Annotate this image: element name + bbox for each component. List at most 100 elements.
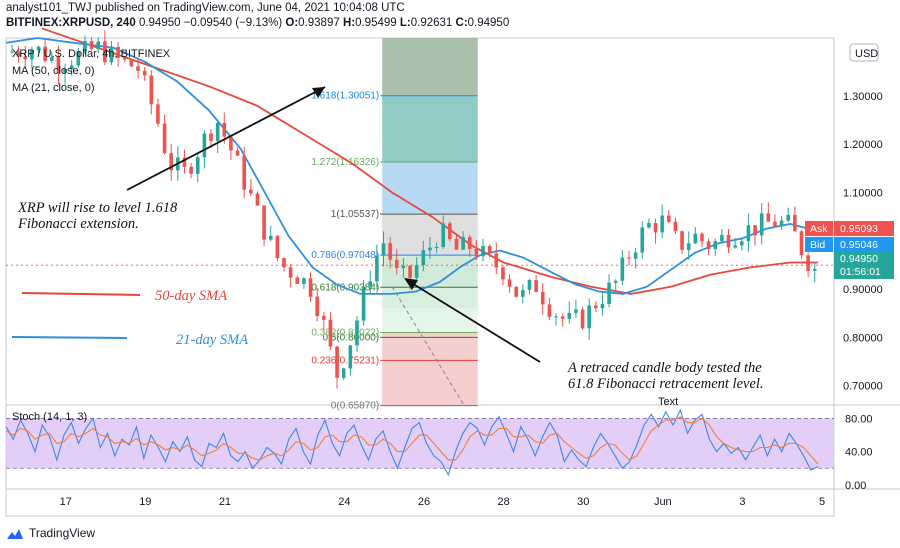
high-label: H:: [342, 17, 356, 29]
price-tick-label: 1.20000: [843, 139, 883, 151]
candle-body: [381, 243, 386, 256]
price-tick-label: 1.10000: [843, 188, 883, 200]
candle-body: [587, 305, 591, 329]
candle-body: [169, 153, 174, 171]
candle-body: [421, 250, 426, 266]
price-tick-label: 0.70000: [843, 381, 883, 393]
current-price: 0.94950: [138, 17, 181, 29]
candle-body: [441, 223, 446, 248]
candle-body: [713, 241, 718, 250]
candle-body: [793, 214, 797, 232]
candle-body: [89, 41, 94, 49]
candle-body: [540, 291, 545, 305]
ask-label: Ask: [810, 223, 828, 235]
candle-body: [202, 133, 207, 158]
candle-body: [16, 51, 21, 57]
time-tick-label: Jun: [654, 496, 672, 508]
candle-body: [76, 51, 81, 66]
ohlc-line: BITFINEX:XRPUSD, 240 0.94950 −0.09540 (−…: [6, 17, 509, 29]
candle-body: [103, 41, 107, 63]
ma50-line: [41, 27, 819, 295]
candle-body: [315, 296, 319, 316]
stoch-tick-label: 40.00: [845, 447, 873, 459]
fib-zone: [382, 332, 478, 361]
candle-body: [189, 166, 193, 174]
candle-body: [726, 234, 731, 248]
ask-tag: Ask 0.95093: [805, 221, 894, 236]
close-label: C:: [455, 17, 468, 29]
candle-body: [249, 189, 253, 194]
candle-body: [162, 123, 167, 154]
candle-body: [56, 57, 61, 73]
stoch-d-line: [5, 416, 819, 465]
last-price-tag: 0.94950 01:56:01: [834, 251, 894, 279]
stoch-k-line: [5, 408, 819, 477]
candle-body: [308, 278, 313, 297]
publish-info: analyst101_TWJ published on TradingView.…: [6, 2, 405, 14]
sma50-legend-line: [21, 292, 141, 296]
candle-body: [49, 57, 54, 61]
candle-body: [554, 316, 558, 318]
candle-body: [514, 286, 519, 297]
candle-body: [30, 50, 34, 60]
candle-body: [401, 265, 406, 268]
candle-body: [567, 312, 572, 319]
candle-body: [686, 243, 691, 250]
retrace-arrow: [409, 281, 541, 363]
stoch-axis[interactable]: 80.00 40.00 0.00: [845, 413, 873, 491]
candle-body: [673, 221, 678, 232]
candle-body: [547, 304, 552, 317]
candle-body: [773, 221, 777, 227]
time-tick-label: 30: [577, 496, 589, 508]
fibonacci-tool[interactable]: 1.618(1.30051) 1.272(1.16326) 1(1.05537) 0.…: [311, 38, 478, 412]
fib-level-label: 1.618(1.30051): [311, 91, 379, 102]
stray-text: Text: [658, 396, 678, 408]
currency-button[interactable]: USD: [849, 43, 879, 62]
ask-value: 0.95093: [840, 223, 878, 235]
candle-body: [83, 41, 87, 52]
time-tick-label: 17: [60, 496, 72, 508]
candle-body: [660, 215, 664, 233]
fib-zone: [382, 95, 478, 162]
fib-level-label: 1.272(1.16326): [311, 157, 379, 168]
candle-body: [388, 243, 392, 260]
candle-body: [302, 278, 306, 284]
candle-body: [680, 231, 684, 250]
candle-body: [156, 104, 160, 124]
candle-body: [613, 280, 618, 283]
candle-body: [467, 237, 472, 249]
candle-body: [653, 223, 658, 233]
extension-arrowhead: [312, 87, 325, 98]
currency-label: USD: [855, 48, 878, 60]
candle-body: [368, 281, 373, 287]
candle-body: [355, 320, 359, 346]
retrace-annotation-1: A retraced candle body tested the: [567, 360, 762, 376]
symbol-interval: BITFINEX:XRPUSD, 240: [6, 17, 136, 29]
candle-body: [706, 241, 711, 250]
time-tick-label: 24: [338, 496, 350, 508]
time-tick-label: 19: [139, 496, 151, 508]
candle-body: [633, 252, 638, 259]
candle-body: [222, 122, 227, 137]
candle-body: [739, 241, 744, 246]
candle-body: [361, 286, 366, 321]
candle-body: [328, 319, 333, 347]
candle-body: [666, 215, 671, 222]
fib-level-label: 0(0.65870): [331, 401, 379, 412]
candle-body: [806, 255, 810, 271]
candle-body: [448, 223, 452, 239]
price-tick-label: 0.80000: [843, 332, 883, 344]
tradingview-logo-icon: [6, 527, 24, 539]
candle-body: [394, 259, 399, 268]
extension-annotation-2: Fibonacci extension.: [17, 216, 139, 232]
candle-body: [812, 269, 817, 271]
candle-body: [640, 227, 645, 253]
candle-body: [501, 267, 505, 280]
candle-body: [627, 257, 631, 259]
candle-body: [580, 309, 585, 329]
footer-brand[interactable]: TradingView: [6, 526, 95, 540]
candle-body: [215, 122, 220, 142]
time-axis[interactable]: 17 19 21 24 26 28 30 Jun 3 5: [60, 496, 826, 508]
time-tick-label: 21: [219, 496, 231, 508]
